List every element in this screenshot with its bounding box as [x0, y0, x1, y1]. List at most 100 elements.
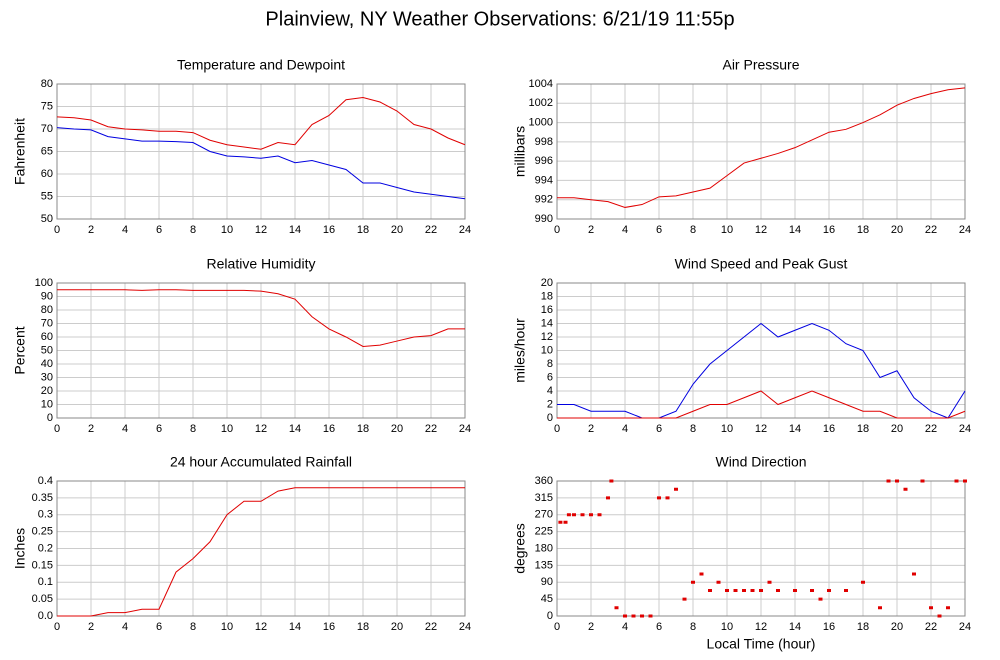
- x-tick-label: 10: [721, 621, 733, 633]
- x-tick-label: 16: [323, 224, 335, 236]
- y-tick-label: 315: [535, 492, 553, 504]
- data-point: [929, 606, 933, 610]
- x-tick-label: 10: [221, 224, 233, 236]
- x-tick-label: 16: [323, 621, 335, 633]
- data-point: [827, 589, 831, 592]
- y-tick-label: 80: [41, 304, 53, 316]
- y-tick-label: 0.05: [32, 593, 53, 605]
- y-tick-label: 14: [541, 317, 553, 329]
- x-tick-label: 14: [789, 224, 801, 236]
- data-point: [640, 614, 644, 618]
- y-axis-label: Fahrenheit: [12, 118, 28, 185]
- x-tick-label: 16: [323, 423, 335, 435]
- y-tick-label: 180: [535, 542, 553, 554]
- y-tick-label: 4: [547, 385, 553, 397]
- y-tick-label: 998: [535, 136, 553, 148]
- y-tick-label: 20: [541, 277, 553, 289]
- y-tick-label: 0.4: [38, 475, 53, 487]
- data-point: [597, 513, 602, 517]
- x-tick-label: 14: [789, 621, 801, 633]
- y-tick-label: 1002: [529, 97, 553, 109]
- y-tick-label: 10: [541, 344, 553, 356]
- x-tick-label: 10: [721, 423, 733, 435]
- y-tick-label: 10: [41, 398, 53, 410]
- x-tick-label: 24: [459, 621, 471, 633]
- y-tick-label: 0.15: [32, 559, 53, 571]
- y-tick-label: 1004: [529, 78, 553, 90]
- x-tick-label: 0: [554, 621, 560, 633]
- data-line: [557, 390, 966, 419]
- x-tick-label: 6: [156, 423, 162, 435]
- y-tick-label: 0.3: [38, 509, 53, 521]
- x-tick-label: 22: [425, 423, 437, 435]
- data-point: [963, 479, 967, 483]
- x-tick-label: 0: [554, 423, 560, 435]
- data-point: [725, 589, 729, 592]
- data-line: [557, 322, 966, 419]
- data-point: [623, 614, 627, 618]
- x-tick-label: 6: [156, 224, 162, 236]
- panel-title: Temperature and Dewpoint: [177, 57, 345, 73]
- y-tick-label: 12: [541, 331, 553, 343]
- y-tick-label: 0.1: [38, 576, 53, 588]
- y-tick-label: 225: [535, 526, 553, 538]
- x-tick-label: 22: [925, 423, 937, 435]
- x-tick-label: 22: [425, 621, 437, 633]
- data-point: [733, 589, 738, 592]
- data-point: [708, 589, 712, 592]
- data-point: [844, 589, 848, 592]
- x-tick-label: 10: [221, 423, 233, 435]
- x-tick-label: 4: [122, 621, 128, 633]
- data-point: [614, 606, 619, 610]
- x-tick-label: 10: [721, 224, 733, 236]
- y-tick-label: 90: [541, 576, 553, 588]
- x-tick-label: 8: [690, 423, 696, 435]
- plot-frame: [56, 282, 466, 419]
- panel-title: Wind Direction: [715, 454, 806, 470]
- x-tick-label: 16: [823, 621, 835, 633]
- data-point: [886, 479, 891, 483]
- data-point: [776, 589, 780, 592]
- y-tick-label: 990: [535, 213, 553, 225]
- data-line: [57, 487, 465, 617]
- x-tick-label: 24: [959, 621, 971, 633]
- data-line: [56, 127, 466, 200]
- data-point: [589, 513, 593, 517]
- y-axis-label: Percent: [12, 326, 28, 374]
- panel-title: Air Pressure: [722, 57, 799, 73]
- x-tick-label: 4: [622, 423, 628, 435]
- x-tick-label: 16: [823, 224, 835, 236]
- data-point: [657, 496, 661, 500]
- y-tick-label: 0.2: [38, 542, 53, 554]
- x-tick-label: 20: [891, 423, 903, 435]
- x-tick-label: 6: [656, 423, 662, 435]
- x-tick-label: 8: [190, 423, 196, 435]
- y-tick-label: 40: [41, 358, 53, 370]
- y-tick-label: 996: [535, 155, 553, 167]
- y-axis-label: Inches: [12, 528, 28, 569]
- x-tick-label: 20: [891, 224, 903, 236]
- x-tick-label: 16: [823, 423, 835, 435]
- y-tick-label: 50: [41, 213, 53, 225]
- y-tick-label: 70: [41, 123, 53, 135]
- y-tick-label: 0: [47, 412, 53, 424]
- data-point: [861, 580, 865, 584]
- y-axis-label: degrees: [512, 523, 528, 574]
- y-tick-label: 75: [41, 100, 53, 112]
- y-tick-label: 0: [547, 412, 553, 424]
- x-axis-label: Local Time (hour): [707, 636, 816, 652]
- y-tick-label: 2: [547, 398, 553, 410]
- data-point: [954, 479, 959, 483]
- y-tick-label: 0: [547, 610, 553, 622]
- x-tick-label: 22: [925, 224, 937, 236]
- data-point: [580, 513, 585, 517]
- x-tick-label: 18: [857, 224, 869, 236]
- x-tick-label: 24: [459, 224, 471, 236]
- data-point: [912, 572, 916, 576]
- data-point: [767, 580, 772, 584]
- x-tick-label: 6: [656, 224, 662, 236]
- data-point: [674, 487, 678, 491]
- data-point: [937, 614, 942, 618]
- y-tick-label: 45: [541, 593, 553, 605]
- y-tick-label: 30: [41, 371, 53, 383]
